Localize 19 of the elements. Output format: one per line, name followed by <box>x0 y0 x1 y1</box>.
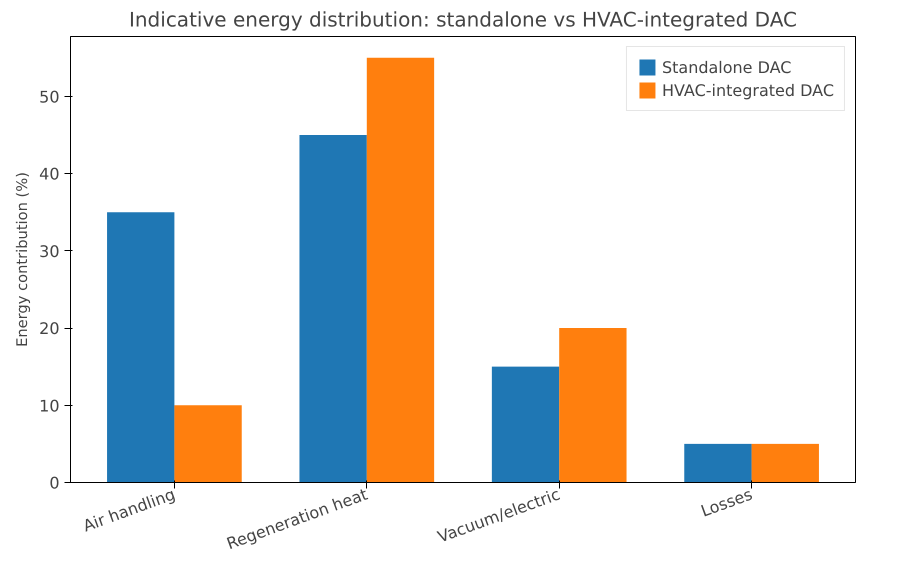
bar <box>752 444 819 482</box>
y-tick-label: 30 <box>39 242 60 261</box>
y-tick-label: 0 <box>49 474 60 492</box>
y-tick-label: 40 <box>39 164 60 184</box>
chart-title: Indicative energy distribution: standalone vs HVAC-integrated DAC <box>128 8 798 32</box>
bar <box>107 212 174 482</box>
y-tick-label: 50 <box>39 87 60 106</box>
y-tick-label: 20 <box>39 319 60 338</box>
bar <box>684 444 752 482</box>
x-tick-label: Losses <box>698 484 755 521</box>
bar <box>492 366 560 482</box>
y-tick-label: 10 <box>39 396 60 416</box>
bar <box>299 134 367 482</box>
legend-label: HVAC-integrated DAC <box>662 80 834 100</box>
bar <box>559 328 627 482</box>
legend-label: Standalone DAC <box>662 58 792 76</box>
y-axis-title: Energy contribution (%) <box>14 172 32 347</box>
bar <box>366 58 434 482</box>
bar <box>174 405 242 482</box>
